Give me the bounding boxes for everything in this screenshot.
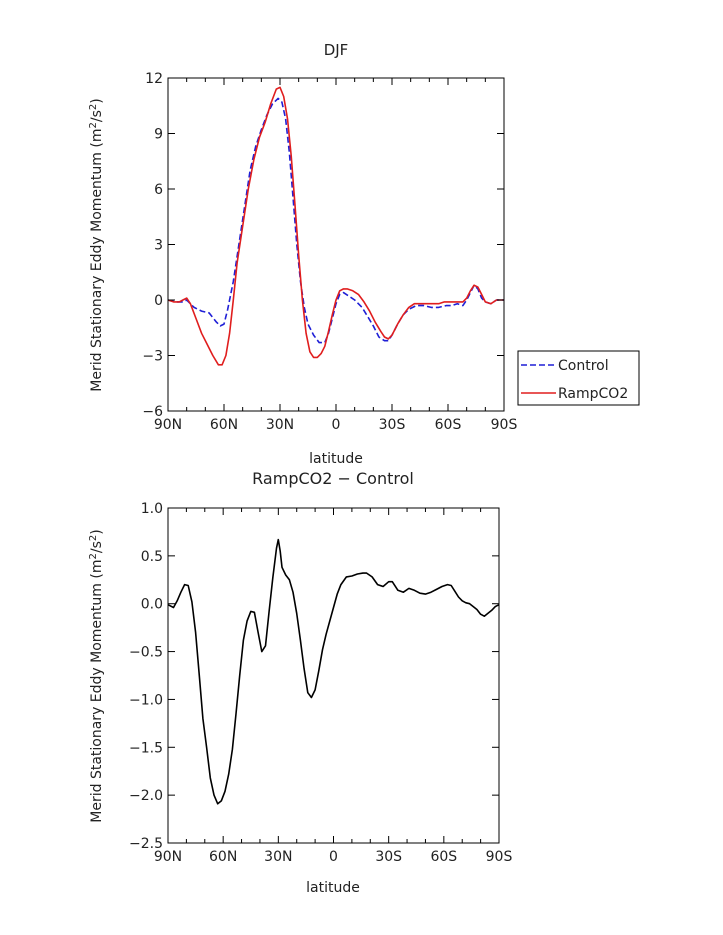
x-tick-label: 30S <box>375 849 402 865</box>
y-tick-label: 0.5 <box>141 549 163 565</box>
chart-title: RampCO2 − Control <box>252 469 414 488</box>
x-tick-label: 0 <box>329 849 338 865</box>
panel-difference: RampCO2 − Control 90N 60N 30N 0 30S 60S 90S −2.… <box>88 469 513 896</box>
x-tick-label: 90S <box>491 417 518 433</box>
panel-djf: DJF 90N 60N 30N 0 30S 60S 90S −6 −3 0 3 6 9 12 latitu… <box>88 41 640 467</box>
legend-label-control: Control <box>558 358 609 374</box>
x-tick-label: 30S <box>379 417 406 433</box>
x-axis-label: latitude <box>306 880 360 896</box>
y-axis-label: Merid Stationary Eddy Momentum (m2/s2) <box>88 529 106 822</box>
x-tick-label: 60S <box>435 417 462 433</box>
legend-box <box>517 350 640 406</box>
y-tick-label: −3 <box>142 349 163 365</box>
y-tick-label: 9 <box>154 127 163 143</box>
plot-frame <box>167 77 505 412</box>
chart-title: DJF <box>324 41 349 59</box>
x-tick-label: 30N <box>264 849 292 865</box>
x-tick-label: 60N <box>210 417 238 433</box>
x-tick-label: 0 <box>332 417 341 433</box>
y-tick-label: 12 <box>145 71 163 87</box>
legend: Control RampCO2 <box>517 350 640 406</box>
y-tick-label: 1.0 <box>141 501 163 517</box>
series-line-control <box>167 97 504 344</box>
x-tick-label: 90N <box>154 849 182 865</box>
plot-frame <box>167 507 500 844</box>
x-tick-label: 60N <box>209 849 237 865</box>
y-tick-label: −2.5 <box>129 836 163 852</box>
y-tick-label: 3 <box>154 238 163 254</box>
y-axis-label: Merid Stationary Eddy Momentum (m2/s2) <box>88 98 106 391</box>
y-tick-label: 0 <box>154 293 163 309</box>
x-tick-label: 60S <box>430 849 457 865</box>
y-tick-label: −0.5 <box>129 645 163 661</box>
y-tick-label: −6 <box>142 404 163 420</box>
y-tick-label: −1.5 <box>129 740 163 756</box>
legend-label-rampco2: RampCO2 <box>558 386 628 402</box>
y-tick-label: −2.0 <box>129 788 163 804</box>
x-tick-label: 30N <box>266 417 294 433</box>
y-tick-label: −1.0 <box>129 692 163 708</box>
x-tick-label: 90S <box>486 849 513 865</box>
y-tick-label: 0.0 <box>141 597 163 613</box>
x-tick-label: 90N <box>154 417 182 433</box>
y-tick-label: 6 <box>154 182 163 198</box>
x-axis-label: latitude <box>309 451 363 467</box>
series-line-rampco2 <box>167 86 504 366</box>
series-line-difference <box>167 538 500 805</box>
